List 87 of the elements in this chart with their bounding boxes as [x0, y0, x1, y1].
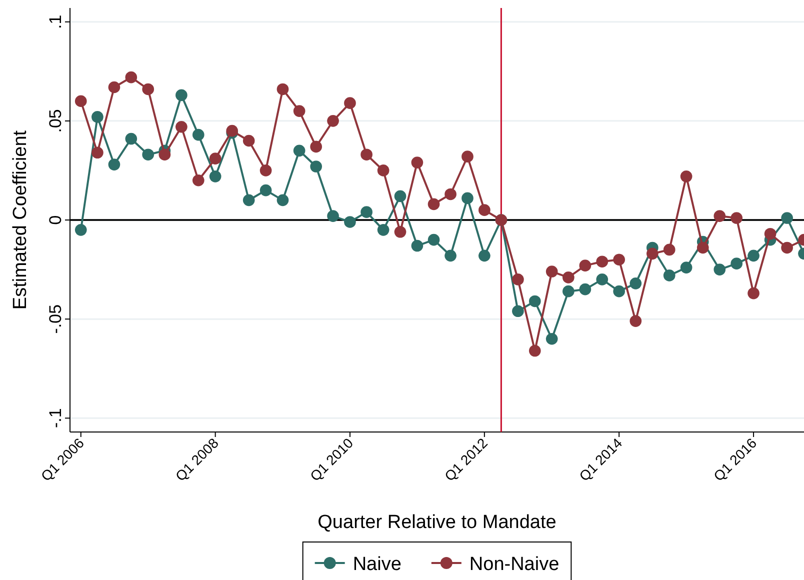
point — [613, 254, 625, 266]
point — [310, 140, 322, 153]
point — [428, 234, 440, 246]
point — [613, 285, 625, 298]
point — [92, 111, 104, 123]
point — [394, 190, 406, 202]
point — [478, 250, 490, 262]
point — [562, 272, 574, 284]
legend-label: Non-Naive — [469, 554, 560, 575]
point — [512, 305, 524, 318]
point — [748, 287, 760, 300]
point — [730, 258, 743, 270]
point — [781, 242, 793, 254]
point — [260, 184, 272, 196]
point — [360, 148, 372, 161]
point — [176, 89, 188, 102]
point — [512, 274, 524, 286]
point — [714, 264, 726, 276]
point — [192, 174, 204, 186]
y-tick-label: -.05 — [46, 304, 65, 334]
point — [293, 105, 306, 117]
y-tick-label: -.1 — [46, 408, 65, 428]
point — [411, 240, 424, 252]
point — [579, 260, 592, 272]
point — [546, 332, 558, 345]
point — [646, 248, 658, 260]
point — [158, 148, 171, 161]
point — [663, 270, 676, 282]
point — [748, 250, 760, 262]
point — [630, 315, 642, 327]
point — [108, 81, 120, 94]
point — [528, 295, 541, 308]
point — [242, 194, 255, 206]
y-axis-title: Estimated Coefficient — [10, 130, 31, 310]
point — [562, 285, 574, 298]
y-tick-label: 0 — [46, 215, 65, 225]
point — [444, 188, 456, 200]
point — [596, 274, 608, 286]
point — [276, 83, 289, 96]
point — [478, 204, 490, 216]
point — [462, 150, 474, 163]
point — [680, 170, 692, 182]
point — [293, 144, 306, 157]
point — [92, 146, 104, 159]
point — [209, 152, 222, 164]
point — [546, 266, 558, 278]
point — [730, 212, 743, 224]
point — [411, 156, 424, 168]
point — [327, 210, 339, 222]
point — [696, 242, 709, 254]
point — [142, 148, 154, 161]
point — [74, 95, 87, 108]
y-tick-label: .1 — [46, 14, 65, 29]
point — [108, 158, 120, 170]
point — [663, 244, 676, 256]
x-axis-title: Quarter Relative to Mandate — [318, 512, 556, 533]
point — [444, 250, 456, 262]
point — [125, 71, 138, 84]
point — [377, 164, 390, 176]
point — [344, 97, 356, 110]
point — [242, 134, 255, 147]
point — [394, 226, 406, 238]
point — [462, 192, 474, 204]
point — [781, 212, 793, 224]
point — [714, 210, 726, 222]
point — [142, 83, 154, 96]
point — [176, 120, 188, 133]
point — [74, 224, 87, 236]
point — [260, 164, 272, 176]
point — [327, 115, 339, 127]
point — [428, 198, 440, 210]
point — [596, 256, 608, 268]
point — [630, 277, 642, 290]
y-tick-label: .05 — [46, 109, 65, 133]
point — [377, 224, 390, 236]
point — [680, 262, 692, 274]
point — [360, 206, 372, 218]
point — [209, 170, 222, 182]
point — [310, 160, 322, 172]
point — [579, 283, 592, 296]
point — [192, 128, 204, 141]
point — [528, 344, 541, 357]
legend-label: Naive — [352, 554, 402, 575]
point — [764, 228, 776, 240]
point — [344, 216, 356, 228]
point — [125, 132, 138, 145]
point — [276, 194, 289, 206]
